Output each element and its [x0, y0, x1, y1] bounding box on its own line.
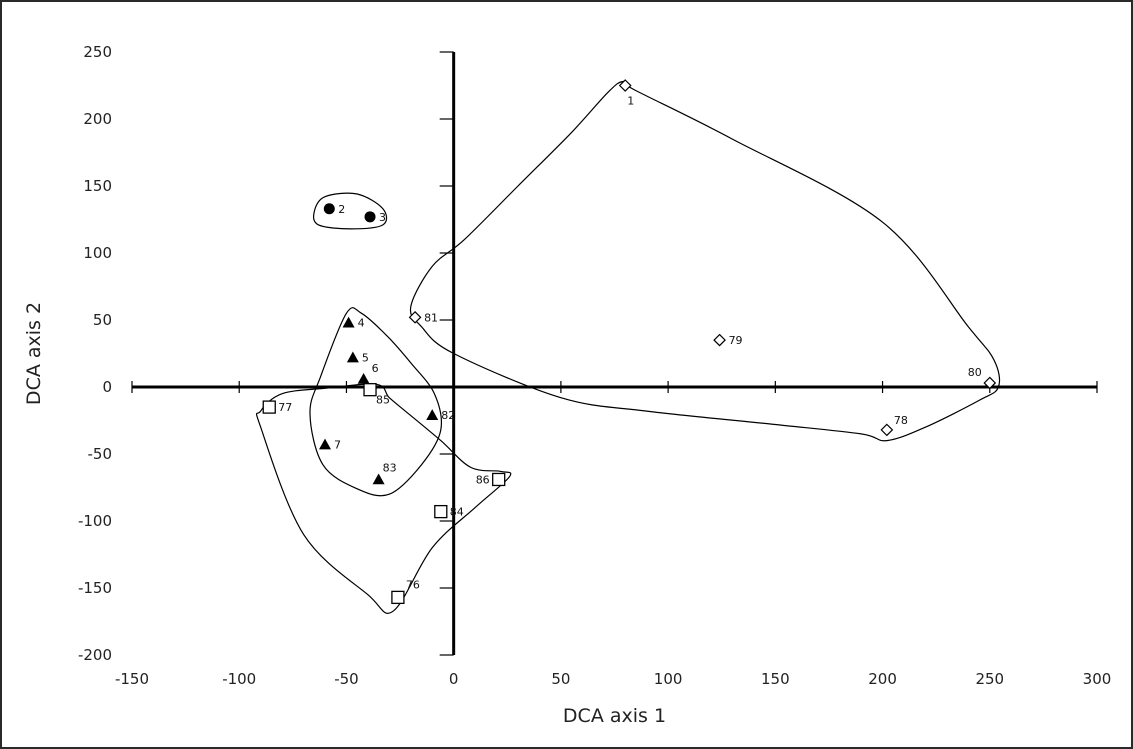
x-tick-label: 150 [761, 670, 790, 688]
point-label-1: 1 [627, 95, 634, 108]
point-label-2: 2 [338, 203, 345, 216]
x-tick-label: 100 [654, 670, 683, 688]
group-hulls [255, 80, 1001, 614]
y-tick-label: 50 [93, 311, 112, 329]
axis-ticks: -150 -100 -50 0 50 100 150 200 250 30025020015010… [78, 43, 1111, 688]
group-hull-4 [409, 80, 1001, 442]
data-point-1 [618, 79, 632, 92]
point-label-85: 85 [376, 394, 390, 407]
data-point-2 [323, 203, 335, 215]
point-label-79: 79 [729, 334, 743, 347]
y-tick-label: 0 [102, 378, 112, 396]
x-tick-label: -50 [334, 670, 359, 688]
point-label-6: 6 [372, 362, 379, 375]
y-tick-label: 250 [83, 43, 112, 61]
point-label-83: 83 [383, 461, 397, 474]
group-hull-3 [255, 383, 512, 614]
point-label-3: 3 [379, 211, 386, 224]
x-tick-label: 200 [868, 670, 897, 688]
data-point-6 [357, 372, 370, 384]
point-label-76: 76 [406, 578, 420, 591]
point-label-82: 82 [441, 409, 455, 422]
x-tick-label: 250 [975, 670, 1004, 688]
point-label-81: 81 [424, 311, 438, 324]
y-tick-label: 100 [83, 244, 112, 262]
x-axis-title: DCA axis 1 [563, 705, 666, 727]
axes [132, 52, 1097, 655]
point-label-77: 77 [278, 401, 292, 414]
data-point-83 [372, 473, 385, 485]
data-point-85 [363, 383, 377, 397]
data-point-5 [346, 351, 359, 363]
point-label-86: 86 [476, 473, 490, 486]
point-label-7: 7 [334, 439, 341, 452]
data-point-79 [713, 333, 726, 347]
data-point-77 [262, 400, 276, 414]
data-point-4 [342, 316, 355, 328]
y-tick-label: -200 [78, 646, 112, 664]
y-tick-label: -50 [88, 445, 113, 463]
point-label-78: 78 [894, 414, 908, 427]
point-label-84: 84 [450, 506, 464, 519]
data-point-76 [391, 590, 405, 605]
group-hull-1 [312, 192, 388, 230]
point-label-4: 4 [358, 317, 365, 330]
y-axis-title: DCA axis 2 [23, 302, 45, 405]
data-point-3 [364, 211, 376, 223]
data-point-80 [983, 376, 997, 390]
point-label-5: 5 [362, 352, 369, 365]
group-hull-2 [309, 307, 442, 497]
y-tick-label: 200 [83, 110, 112, 128]
data-point-81 [408, 310, 422, 324]
y-tick-label: 150 [83, 177, 112, 195]
data-point-78 [880, 423, 894, 437]
data-points: 2 3 4 56 7 83 82 85 77 86 84 76 1 81 79 80 78 [262, 79, 997, 605]
data-point-82 [426, 409, 439, 420]
y-tick-label: -100 [78, 512, 112, 530]
x-tick-label: 50 [551, 670, 570, 688]
y-tick-label: -150 [78, 579, 112, 597]
x-tick-label: 0 [449, 670, 459, 688]
x-tick-label: -150 [115, 670, 149, 688]
x-tick-label: 300 [1083, 670, 1112, 688]
data-point-84 [434, 504, 448, 519]
data-point-86 [492, 472, 506, 487]
point-label-80: 80 [968, 366, 982, 379]
data-point-7 [319, 438, 331, 450]
x-tick-label: -100 [222, 670, 256, 688]
